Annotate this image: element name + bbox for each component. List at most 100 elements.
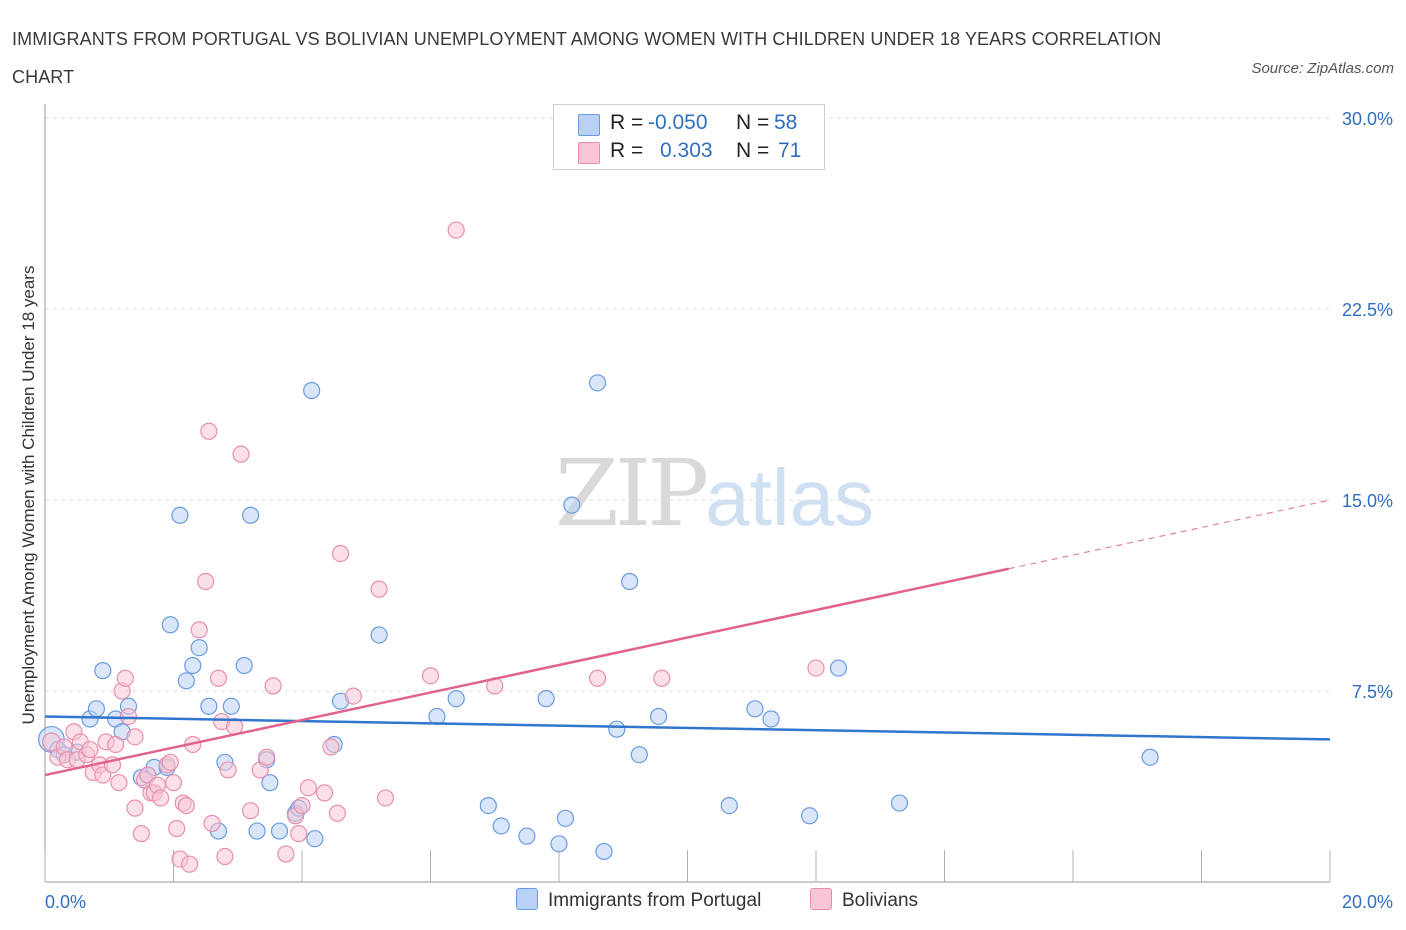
portugal-point-55 <box>829 659 848 677</box>
portugal-point-43 <box>556 809 575 827</box>
portugal-point-37 <box>447 690 465 708</box>
bolivia-point-40 <box>203 814 221 833</box>
bolivia-point-39 <box>200 422 218 440</box>
portugal-point-5 <box>87 700 106 718</box>
bolivia-point-64 <box>447 221 465 239</box>
portugal-point-22 <box>222 697 240 715</box>
portugal-point-14 <box>161 616 179 634</box>
portugal-point-46 <box>595 842 613 861</box>
portugal-point-27 <box>261 774 279 792</box>
portugal-n-label: N = <box>736 111 770 134</box>
portugal-point-52 <box>746 700 764 718</box>
x-tick-label-1: 20.0% <box>1342 892 1393 912</box>
bolivia-r-label: R = <box>610 139 644 162</box>
bolivia-legend-label: Bolivians <box>842 890 919 911</box>
portugal-point-39 <box>492 817 510 835</box>
portugal-point-18 <box>190 639 208 657</box>
watermark-atlas: atlas <box>705 453 875 542</box>
bolivia-swatch <box>578 142 600 164</box>
portugal-legend-label: Immigrants from Portugal <box>548 890 762 911</box>
bolivia-trend-extension <box>1008 499 1331 570</box>
portugal-n-value: 58 <box>774 111 798 134</box>
portugal-point-35 <box>370 626 388 644</box>
bolivia-n-label: N = <box>736 139 770 162</box>
bolivia-point-30 <box>164 774 183 792</box>
bolivia-point-53 <box>290 825 308 843</box>
portugal-point-51 <box>720 796 738 815</box>
portugal-point-45 <box>588 374 607 392</box>
bolivia-r-value: 0.303 <box>660 139 713 162</box>
bolivia-point-60 <box>344 687 362 705</box>
bolivia-point-44 <box>219 761 237 779</box>
portugal-point-56 <box>890 794 909 812</box>
portugal-point-15 <box>171 506 189 524</box>
portugal-point-17 <box>184 656 202 675</box>
portugal-point-54 <box>800 807 819 825</box>
bolivia-point-57 <box>322 738 340 756</box>
bolivia-point-46 <box>232 445 250 463</box>
portugal-point-28 <box>270 822 289 840</box>
bolivia-point-62 <box>376 789 395 807</box>
portugal-point-53 <box>762 710 780 728</box>
bolivia-point-37 <box>190 621 208 639</box>
bolivia-point-38 <box>197 572 215 591</box>
x-tick-label-0: 0.0% <box>45 892 86 912</box>
portugal-point-24 <box>242 506 260 524</box>
legend-item-bolivia: Bolivians <box>810 888 918 912</box>
portugal-point-32 <box>306 830 324 848</box>
bolivia-point-20 <box>126 799 144 817</box>
portugal-point-38 <box>479 796 497 815</box>
bolivia-point-47 <box>242 802 260 820</box>
y-axis-label: Unemployment Among Women with Children U… <box>19 266 38 725</box>
bolivia-point-61 <box>370 580 388 598</box>
portugal-point-6 <box>94 662 112 680</box>
portugal-point-19 <box>200 697 218 715</box>
bolivia-point-18 <box>119 707 138 726</box>
bolivia-point-34 <box>177 796 195 815</box>
portugal-point-57 <box>1141 748 1159 766</box>
bolivia-point-58 <box>328 804 346 822</box>
watermark: ZIPatlas <box>555 440 874 547</box>
portugal-point-44 <box>563 496 581 514</box>
bolivia-point-68 <box>807 659 825 677</box>
bolivia-point-17 <box>116 669 134 687</box>
bolivia-point-59 <box>331 544 350 563</box>
chart-title: IMMIGRANTS FROM PORTUGAL VS BOLIVIAN UNE… <box>12 29 1162 87</box>
legend-item-portugal: Immigrants from Portugal <box>516 888 761 912</box>
bolivia-point-63 <box>421 667 440 685</box>
portugal-point-49 <box>630 746 648 764</box>
portugal-point-25 <box>248 822 266 840</box>
watermark-zip: ZIP <box>555 440 709 547</box>
portugal-point-42 <box>550 835 568 853</box>
portugal-point-36 <box>428 707 446 726</box>
bolivia-point-21 <box>132 825 150 843</box>
portugal-point-50 <box>649 707 668 726</box>
bolivia-point-27 <box>152 789 170 807</box>
bolivia-legend-swatch <box>810 888 832 910</box>
bolivia-point-8 <box>81 740 99 759</box>
y-tick-label-2: 22.5% <box>1342 300 1393 320</box>
bolivia-point-19 <box>126 728 144 746</box>
bolivia-point-29 <box>161 753 179 771</box>
bolivia-point-54 <box>293 796 311 815</box>
bolivia-point-66 <box>588 669 607 687</box>
bolivia-point-49 <box>258 748 276 766</box>
bolivia-n-value: 71 <box>778 139 802 162</box>
portugal-point-48 <box>621 572 639 591</box>
portugal-point-41 <box>537 690 555 708</box>
bolivia-point-51 <box>277 845 295 863</box>
portugal-point-40 <box>518 827 536 845</box>
bolivia-point-50 <box>264 677 282 695</box>
bolivia-point-67 <box>653 669 671 687</box>
portugal-point-31 <box>303 381 321 400</box>
bolivia-point-43 <box>216 847 234 866</box>
bolivia-point-35 <box>180 855 199 873</box>
source-credit: Source: ZipAtlas.com <box>1251 60 1394 77</box>
y-tick-label-1: 15.0% <box>1342 491 1393 511</box>
portugal-point-47 <box>608 720 626 738</box>
portugal-legend-swatch <box>516 888 538 910</box>
portugal-r-value: -0.050 <box>648 111 708 134</box>
portugal-point-16 <box>177 672 195 690</box>
bolivia-point-41 <box>209 669 228 687</box>
correlation-legend: R = -0.050 N = 58 R = 0.303 N = 71 <box>553 104 825 170</box>
